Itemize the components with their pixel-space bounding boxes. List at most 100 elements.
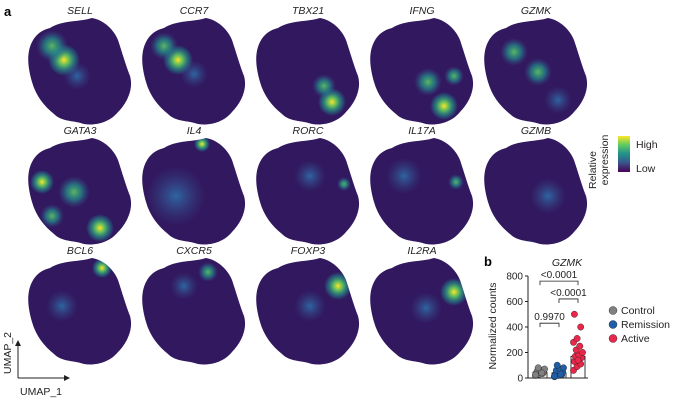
data-point-remission [560,364,567,372]
colorbar-high: High [636,139,658,151]
umap-hotspot [150,32,178,60]
umap-panel-gata3: GATA3 [28,125,132,245]
chart-comparisons: 0.9970 <0.0001 <0.0001 [534,270,587,328]
data-point-active [573,335,581,342]
umap-y-arrowhead [15,340,21,346]
umap-gene-label: RORC [293,125,324,137]
umap-background [256,18,360,125]
umap-panel-rorc: RORC [256,125,360,245]
data-point-active [579,349,586,356]
umap-embedding [256,18,360,125]
umap-panel-cxcr5: CXCR5 [142,245,246,365]
umap-gene-label: GZMK [521,5,552,17]
umap-hotspot [36,30,68,62]
umap-embedding [484,18,588,125]
legend-label-remission: Remission [621,319,670,331]
y-tick-label: 200 [506,348,523,359]
umap-hotspot [440,278,468,306]
umap-hotspot [294,160,326,192]
legend-marker-remission [608,320,618,329]
umap-hotspot [430,92,458,120]
comparison-bracket [539,322,560,328]
umap-hotspot [58,176,90,208]
umap-embedding [142,138,246,245]
umap-hotspot [294,290,326,322]
legend-marker-active [608,334,618,343]
data-point-control [538,369,546,377]
umap-embedding [256,138,360,245]
umap-x-label: UMAP_1 [20,386,62,398]
y-tick-label: 800 [506,272,523,283]
umap-embedding [142,18,246,125]
umap-panel-ifng: IFNG [370,5,474,125]
legend-marker-control [608,306,618,315]
y-tick-label: 600 [506,297,523,308]
chart-legend: Control Remission Active [608,305,670,345]
umap-embedding [370,138,474,245]
colorbar-title-2: expression [599,134,611,185]
umap-gene-label: IL17A [408,125,435,137]
umap-axes: UMAP_1 UMAP_2 [2,332,70,398]
umap-hotspot [410,292,442,324]
comparison-bracket [539,280,579,286]
colorbar-low: Low [636,163,656,175]
umap-hotspot [40,204,64,228]
umap-hotspot [414,68,442,96]
data-point-control [534,364,542,372]
umap-hotspot [63,62,91,90]
colorbar: High Low Relative expression [587,134,658,189]
panel-label-a: a [4,4,12,19]
comparison-pvalue: 0.9970 [534,312,565,323]
umap-hotspot [324,272,352,300]
gzmk-chart: GZMK Normalized counts 0 200 400 600 800 0.9… [487,257,670,385]
umap-panel-bcl6: BCL6 [28,245,132,365]
umap-hotspot [30,170,54,194]
comparison-pvalue: <0.0001 [541,270,578,281]
data-point-remission [553,361,561,369]
umap-embedding [484,138,588,245]
umap-background [256,138,360,245]
umap-hotspot [170,272,198,300]
umap-gene-label: FOXP3 [291,245,326,257]
umap-embedding [256,258,360,365]
legend-label-active: Active [621,333,650,345]
umap-hotspot [146,166,206,226]
umap-gene-label: CXCR5 [176,245,212,257]
umap-hotspot [444,66,464,86]
umap-hotspot [544,86,572,114]
umap-panel-sell: SELL [28,5,132,125]
y-tick-label: 400 [506,323,523,334]
umap-panel-il2ra: IL2RA [370,245,474,365]
umap-hotspot [524,240,536,245]
umap-gene-label: SELL [67,5,93,17]
umap-background [28,258,132,365]
umap-embedding [142,258,246,365]
umap-hotspot [180,60,208,88]
umap-gene-label: IL4 [187,125,202,137]
umap-embedding [28,138,132,245]
data-point-active [574,356,582,364]
comparison-pvalue: <0.0001 [550,288,587,299]
umap-hotspot [530,178,566,214]
chart-ylabel: Normalized counts [487,283,499,370]
umap-hotspot [86,214,114,242]
umap-panel-foxp3: FOXP3 [256,245,360,365]
umap-panel-gzmk: GZMK [484,5,588,125]
umap-hotspot [312,74,336,98]
umap-gene-label: IL2RA [407,245,436,257]
umap-hotspot [92,258,112,278]
data-point-control [532,371,539,379]
umap-embedding [370,18,474,125]
umap-hotspot [46,290,78,322]
umap-background [142,258,246,365]
umap-hotspot [448,174,464,190]
y-tick-label: 0 [517,374,523,385]
comparison-bracket [558,298,579,303]
umap-panel-tbx21: TBX21 [256,5,360,125]
umap-panel-il4: IL4 [142,125,246,245]
umap-gene-label: GATA3 [64,125,97,137]
colorbar-gradient [618,136,630,172]
umap-hotspot [524,58,552,86]
umap-embedding [28,18,132,125]
